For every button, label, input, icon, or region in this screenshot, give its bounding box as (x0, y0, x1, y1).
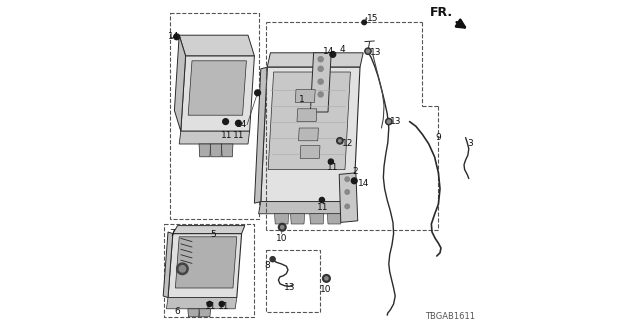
Circle shape (387, 120, 390, 123)
Circle shape (280, 226, 284, 229)
Polygon shape (174, 35, 186, 131)
Text: 11: 11 (221, 131, 232, 140)
Polygon shape (254, 67, 268, 203)
Text: 11: 11 (205, 302, 216, 311)
Polygon shape (298, 128, 319, 141)
Circle shape (323, 275, 330, 282)
Polygon shape (259, 202, 354, 214)
Text: 14: 14 (236, 120, 247, 129)
Text: 14: 14 (168, 32, 179, 41)
Polygon shape (339, 173, 358, 222)
Text: 11: 11 (218, 302, 229, 311)
Circle shape (385, 118, 392, 125)
Text: 2: 2 (352, 167, 358, 176)
Circle shape (223, 119, 228, 124)
Polygon shape (166, 298, 237, 309)
Circle shape (330, 52, 336, 57)
Polygon shape (261, 67, 360, 202)
Polygon shape (179, 131, 250, 144)
Circle shape (278, 223, 286, 231)
Circle shape (345, 190, 349, 194)
Circle shape (174, 34, 179, 40)
Circle shape (270, 257, 275, 262)
Text: 5: 5 (210, 230, 216, 239)
Circle shape (318, 79, 323, 84)
Circle shape (339, 140, 341, 142)
Text: 10: 10 (320, 285, 332, 294)
Circle shape (337, 138, 343, 144)
Text: FR.: FR. (429, 6, 453, 19)
Circle shape (179, 266, 186, 272)
Circle shape (351, 178, 357, 184)
Circle shape (318, 92, 323, 97)
Circle shape (319, 197, 324, 203)
Circle shape (345, 204, 349, 209)
Circle shape (366, 50, 370, 53)
Circle shape (255, 90, 260, 96)
Circle shape (324, 277, 328, 280)
Text: 15: 15 (367, 14, 378, 23)
Polygon shape (310, 53, 332, 112)
Text: 13: 13 (284, 283, 296, 292)
Polygon shape (163, 232, 173, 298)
Polygon shape (310, 214, 324, 224)
Circle shape (177, 263, 188, 275)
Text: 11: 11 (233, 131, 244, 140)
Text: 3: 3 (467, 140, 473, 148)
Polygon shape (179, 35, 254, 56)
Polygon shape (275, 214, 289, 224)
Polygon shape (199, 144, 211, 157)
Polygon shape (188, 61, 246, 115)
Polygon shape (173, 226, 245, 234)
Polygon shape (291, 214, 305, 224)
Text: 10: 10 (276, 234, 287, 243)
Polygon shape (328, 214, 342, 224)
Text: 13: 13 (370, 48, 381, 57)
Polygon shape (210, 144, 222, 157)
Circle shape (365, 48, 371, 54)
Circle shape (328, 159, 333, 164)
Polygon shape (199, 309, 211, 317)
Text: TBGAB1611: TBGAB1611 (425, 312, 475, 320)
Circle shape (362, 20, 366, 25)
Polygon shape (296, 90, 315, 102)
Text: 6: 6 (175, 307, 180, 316)
Text: 14: 14 (323, 47, 334, 56)
Circle shape (318, 66, 323, 71)
Text: 14: 14 (358, 180, 370, 188)
Text: 8: 8 (265, 261, 270, 270)
Text: 11: 11 (327, 163, 339, 172)
Text: 4: 4 (339, 45, 345, 54)
Polygon shape (300, 146, 320, 158)
Text: 7: 7 (170, 229, 175, 238)
Polygon shape (221, 144, 233, 157)
Text: 11: 11 (317, 203, 329, 212)
Text: 12: 12 (342, 140, 354, 148)
Polygon shape (268, 72, 351, 170)
Text: 13: 13 (390, 117, 402, 126)
Circle shape (345, 177, 349, 181)
Polygon shape (297, 109, 317, 122)
Polygon shape (181, 56, 254, 131)
Polygon shape (168, 234, 242, 298)
Circle shape (236, 120, 241, 126)
Polygon shape (268, 53, 364, 67)
Circle shape (207, 301, 212, 307)
Text: 9: 9 (435, 133, 441, 142)
Circle shape (219, 301, 225, 307)
Text: 1: 1 (300, 95, 305, 104)
Circle shape (318, 57, 323, 62)
Polygon shape (175, 237, 237, 288)
Polygon shape (188, 309, 200, 317)
